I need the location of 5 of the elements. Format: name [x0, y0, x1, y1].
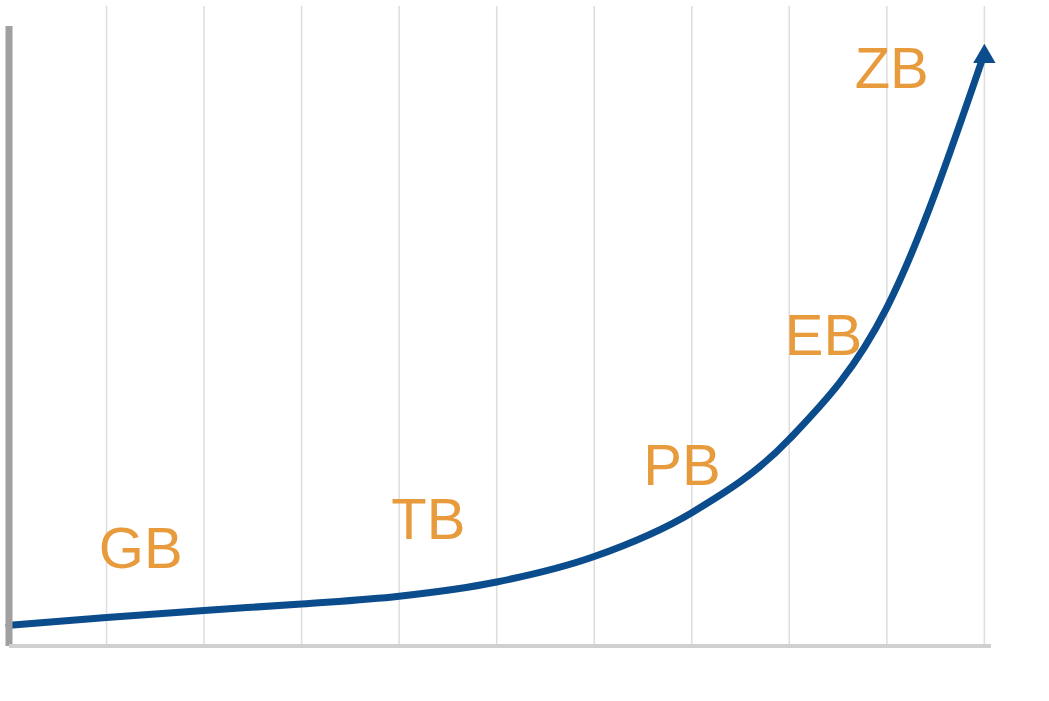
annotation: TB — [391, 485, 466, 551]
annotation: EB — [784, 301, 863, 367]
annotation: PB — [643, 432, 721, 498]
annotation: GB — [98, 515, 183, 581]
annotation: ZB — [854, 35, 929, 101]
